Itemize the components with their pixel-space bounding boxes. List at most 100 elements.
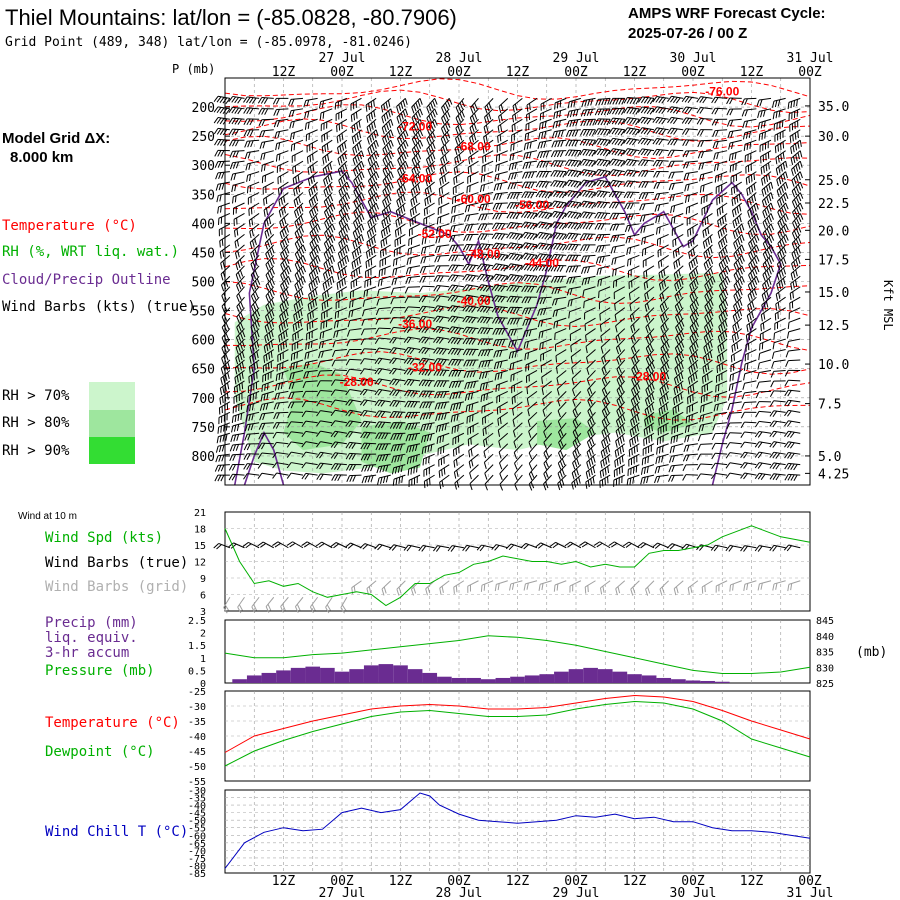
time-date-label: 28 Jul bbox=[436, 51, 483, 66]
wind-barb bbox=[275, 150, 289, 162]
wind-barb bbox=[280, 265, 292, 282]
precip-bar bbox=[393, 665, 408, 683]
wind-barb bbox=[404, 316, 421, 324]
precip-bar bbox=[276, 670, 291, 683]
height-tick-label: 7.5 bbox=[818, 398, 841, 413]
wind-grid bbox=[225, 512, 810, 611]
wind-barb bbox=[452, 181, 465, 195]
wind-barb bbox=[375, 327, 391, 335]
wind-barb bbox=[292, 317, 304, 332]
pressure-tick-label: 250 bbox=[192, 130, 215, 145]
pressure-tick-label: 300 bbox=[192, 159, 215, 174]
wind-barb bbox=[374, 410, 391, 418]
wind-barb bbox=[322, 275, 335, 291]
wind-barb bbox=[390, 286, 406, 295]
y-tick-label: 830 bbox=[816, 663, 834, 674]
wind-barb bbox=[265, 307, 275, 323]
time-hour-label: 12Z bbox=[623, 874, 647, 889]
wind-barb bbox=[236, 317, 245, 334]
wind-barb bbox=[462, 253, 479, 261]
precip-bar bbox=[495, 677, 511, 683]
wind-barb bbox=[264, 223, 275, 239]
wind-barb bbox=[374, 421, 391, 429]
wind-barb bbox=[319, 108, 333, 120]
wind-barb bbox=[337, 265, 348, 280]
time-hour-label: 00Z bbox=[798, 65, 822, 80]
wind-barb bbox=[279, 296, 289, 313]
wind-barb bbox=[258, 422, 274, 430]
wind-barb bbox=[301, 400, 318, 408]
precip-bar bbox=[700, 680, 715, 683]
wind-barb bbox=[286, 441, 304, 448]
temperature-panel: Temperature (°C) Dewpoint (°C) -55-50-45… bbox=[45, 687, 811, 788]
wind-barb bbox=[426, 129, 436, 146]
legend-cloud: Cloud/Precip Outline bbox=[2, 272, 171, 288]
wind-barb bbox=[263, 349, 275, 363]
pressure-label: Pressure (mb) bbox=[45, 663, 155, 679]
precip-bar bbox=[554, 671, 569, 683]
wind-barb bbox=[392, 254, 406, 267]
wind-barb bbox=[277, 338, 289, 353]
wind-barb bbox=[379, 254, 391, 268]
wind-barb bbox=[316, 380, 333, 387]
height-tick-label: 10.0 bbox=[818, 358, 849, 373]
wind-barb bbox=[257, 462, 274, 469]
wind-barb bbox=[229, 139, 245, 147]
wind-barb bbox=[423, 213, 435, 226]
wind-barb bbox=[316, 390, 333, 397]
wind-barb bbox=[265, 286, 275, 303]
wind-barb bbox=[305, 129, 318, 142]
wind-barb bbox=[280, 244, 290, 261]
wind-barb bbox=[249, 349, 260, 364]
wind-barb bbox=[426, 118, 438, 135]
wind-barb bbox=[304, 118, 318, 130]
wind-barb bbox=[467, 171, 479, 184]
pressure-tick-label: 450 bbox=[192, 246, 215, 261]
pressure-tick-label: 400 bbox=[192, 217, 215, 232]
wind-barb bbox=[265, 275, 275, 292]
pressure-tick-label: 200 bbox=[192, 101, 215, 116]
height-tick-label: 25.0 bbox=[818, 174, 849, 189]
wind-barb bbox=[248, 359, 260, 374]
temperature-contour bbox=[224, 89, 811, 114]
wind-barb bbox=[381, 118, 394, 135]
wind-barb bbox=[394, 223, 406, 238]
wind-barb bbox=[403, 346, 421, 355]
wind-barb bbox=[440, 139, 450, 156]
wind-barb bbox=[279, 213, 289, 229]
wind-barb bbox=[334, 307, 348, 319]
wind-barb bbox=[367, 213, 379, 229]
wind-barb bbox=[306, 139, 318, 153]
temperature-contour bbox=[224, 78, 811, 100]
wind-barb bbox=[273, 401, 289, 410]
precip-bar bbox=[320, 667, 335, 683]
wind-barb bbox=[390, 443, 406, 452]
wind-barb bbox=[274, 390, 289, 401]
wind-barb bbox=[330, 420, 347, 427]
wind-barb bbox=[216, 432, 231, 444]
y-tick-label: 15 bbox=[194, 541, 206, 552]
wind-barb bbox=[381, 213, 392, 229]
wind-barb bbox=[231, 422, 245, 433]
wind-barb bbox=[213, 106, 231, 115]
wind-barb bbox=[345, 409, 362, 417]
wind-barb bbox=[345, 378, 362, 386]
wind-barb bbox=[360, 442, 377, 450]
wind-barb bbox=[290, 129, 304, 141]
wind-barb bbox=[338, 181, 350, 198]
wind-barb bbox=[275, 369, 289, 382]
wind-barb bbox=[309, 234, 321, 250]
wind-barb bbox=[286, 472, 304, 479]
wind-barb bbox=[408, 223, 421, 237]
time-date-label: 30 Jul bbox=[670, 51, 717, 66]
wind-barb bbox=[375, 432, 391, 440]
wind-barb bbox=[330, 389, 347, 396]
temperature-label: -56.00 bbox=[515, 198, 549, 212]
windchill-panel: Wind Chill T (°C) -85-80-75-70-65-60-55-… bbox=[45, 786, 833, 900]
wind-barb bbox=[213, 95, 231, 105]
wind-barb bbox=[232, 202, 245, 215]
wind-barb bbox=[273, 411, 289, 420]
wind-barb bbox=[320, 317, 333, 330]
wind-barb bbox=[403, 378, 421, 386]
wind-barb bbox=[338, 223, 350, 240]
